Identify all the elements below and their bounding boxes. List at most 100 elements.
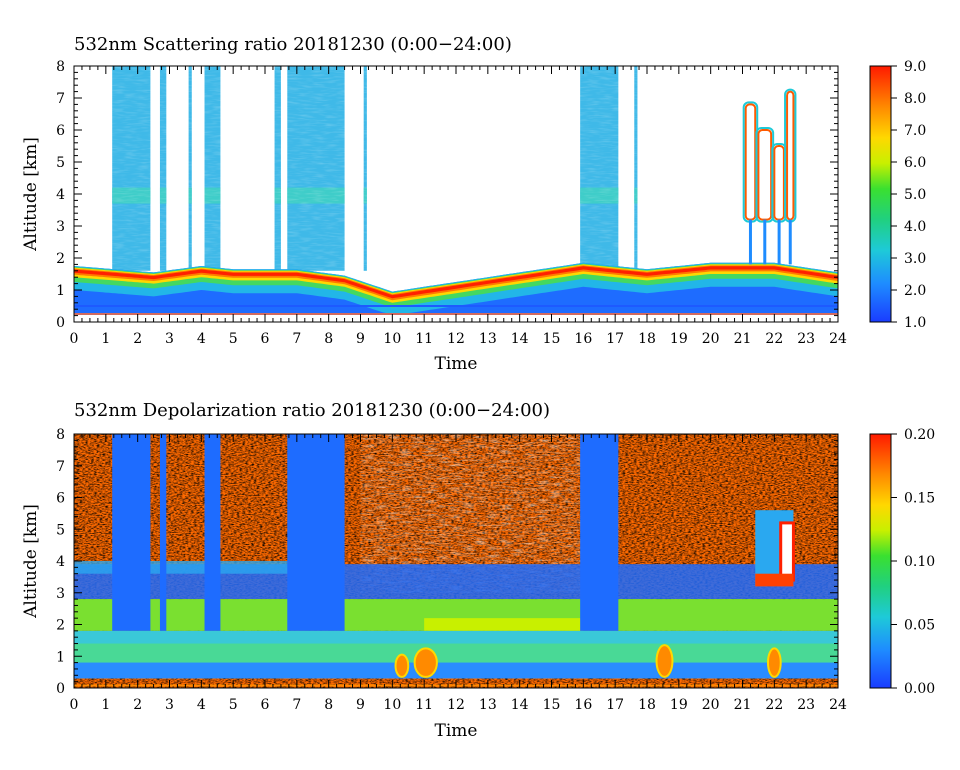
y-tick-label: 4 bbox=[56, 187, 65, 203]
x-tick-label: 15 bbox=[543, 331, 561, 347]
x-tick-label: 21 bbox=[734, 697, 752, 713]
colorbar-tick-label: 3.0 bbox=[904, 251, 926, 267]
colorbar-tick-label: 2.0 bbox=[904, 283, 926, 299]
x-tick-label: 1 bbox=[101, 697, 110, 713]
x-tick-label: 20 bbox=[702, 331, 720, 347]
x-tick-label: 23 bbox=[797, 697, 815, 713]
x-tick-label: 18 bbox=[638, 331, 656, 347]
colorbar-tick-label: 8.0 bbox=[904, 91, 926, 107]
x-tick-label: 17 bbox=[606, 697, 624, 713]
colorbar: 0.00 0.05 0.10 0.15 0.20 bbox=[869, 427, 935, 697]
y-tick-label: 4 bbox=[56, 554, 65, 570]
x-tick-label: 24 bbox=[829, 331, 847, 347]
high-depol-patch bbox=[413, 647, 438, 678]
y-tick-label: 7 bbox=[56, 459, 65, 475]
scattering-ratio-panel: 532nm Scattering ratio 20181230 (0:00−24… bbox=[21, 34, 926, 374]
x-tick-label: 12 bbox=[447, 697, 465, 713]
x-tick-label: 4 bbox=[197, 331, 206, 347]
y-tick-label: 0 bbox=[56, 681, 65, 697]
cloud-column-texture bbox=[287, 66, 345, 271]
colorbar-tick-label: 7.0 bbox=[904, 123, 926, 139]
cloud-column bbox=[287, 434, 345, 631]
y-tick-label: 8 bbox=[56, 59, 65, 75]
y-axis-label: Altitude [km] bbox=[21, 504, 41, 619]
x-tick-label: 15 bbox=[543, 697, 561, 713]
x-tick-label: 4 bbox=[197, 697, 206, 713]
x-axis-label: Time bbox=[435, 721, 478, 741]
cirrus-high-depol bbox=[755, 573, 794, 587]
y-tick-label: 3 bbox=[56, 219, 65, 235]
heatmap-area bbox=[74, 66, 838, 315]
colorbar-tick-label: 0.00 bbox=[904, 681, 935, 697]
boundary-layer-green bbox=[74, 643, 838, 663]
depolarization-ratio-panel: 532nm Depolarization ratio 20181230 (0:0… bbox=[21, 400, 935, 741]
x-tick-label: 3 bbox=[165, 697, 174, 713]
x-tick-label: 3 bbox=[165, 331, 174, 347]
x-tick-label: 6 bbox=[261, 331, 270, 347]
x-tick-label: 14 bbox=[511, 331, 529, 347]
x-tick-label: 23 bbox=[797, 331, 815, 347]
cloud-column-texture bbox=[274, 66, 281, 271]
y-tick-label: 6 bbox=[56, 123, 65, 139]
colorbar-tick-label: 6.0 bbox=[904, 155, 926, 171]
axes: 0 1 2 3 4 5 6 7 8 9 10 11 12 13 14 15 16 17 18 19 20 21 22 23 24… bbox=[56, 59, 847, 347]
cloud-column-texture bbox=[634, 66, 638, 271]
x-tick-label: 14 bbox=[511, 697, 529, 713]
x-tick-label: 2 bbox=[133, 697, 142, 713]
x-tick-label: 24 bbox=[829, 697, 847, 713]
x-tick-label: 11 bbox=[415, 697, 433, 713]
x-tick-label: 9 bbox=[356, 331, 365, 347]
colorbar-tick-label: 0.10 bbox=[904, 554, 935, 570]
cloud-column bbox=[204, 434, 221, 631]
colorbar: 1.0 2.0 3.0 4.0 5.0 6.0 7.0 8.0 9.0 bbox=[869, 59, 926, 331]
colorbar-tick-label: 0.20 bbox=[904, 427, 935, 443]
y-tick-label: 3 bbox=[56, 586, 65, 602]
x-tick-label: 19 bbox=[670, 697, 688, 713]
x-tick-label: 13 bbox=[479, 331, 497, 347]
y-tick-label: 0 bbox=[56, 315, 65, 331]
x-tick-label: 16 bbox=[574, 697, 592, 713]
cloud-column-texture bbox=[580, 66, 619, 271]
y-tick-label: 1 bbox=[56, 283, 65, 299]
x-tick-label: 11 bbox=[415, 331, 433, 347]
y-tick-label: 2 bbox=[56, 251, 65, 267]
high-depol-patch bbox=[655, 644, 674, 678]
x-tick-label: 22 bbox=[765, 697, 783, 713]
y-tick-label: 7 bbox=[56, 91, 65, 107]
x-tick-label: 13 bbox=[479, 697, 497, 713]
x-tick-label: 1 bbox=[101, 331, 110, 347]
x-tick-label: 18 bbox=[638, 697, 656, 713]
cloud-column-texture bbox=[112, 66, 151, 271]
x-tick-label: 0 bbox=[70, 331, 79, 347]
cloud-column bbox=[580, 434, 619, 631]
x-tick-label: 16 bbox=[574, 331, 592, 347]
colorbar-tick-label: 0.05 bbox=[904, 618, 935, 634]
x-axis-label: Time bbox=[435, 354, 478, 374]
colorbar-tick-label: 9.0 bbox=[904, 59, 926, 75]
cirrus-cell bbox=[773, 145, 785, 221]
x-tick-label: 8 bbox=[324, 697, 333, 713]
colorbar-tick-label: 1.0 bbox=[904, 315, 926, 331]
high-depol-patch bbox=[394, 653, 410, 678]
cirrus-cell bbox=[786, 90, 795, 221]
x-tick-label: 8 bbox=[324, 331, 333, 347]
x-tick-label: 5 bbox=[229, 331, 238, 347]
x-tick-label: 20 bbox=[702, 697, 720, 713]
chart-title: 532nm Depolarization ratio 20181230 (0:0… bbox=[74, 400, 550, 421]
cloud-column-texture bbox=[204, 66, 221, 271]
colorbar-tick-label: 0.15 bbox=[904, 491, 935, 507]
x-tick-label: 10 bbox=[383, 697, 401, 713]
x-tick-label: 6 bbox=[261, 697, 270, 713]
cirrus-cell bbox=[757, 129, 773, 221]
boundary-layer-low bbox=[74, 662, 838, 679]
y-axis-label: Altitude [km] bbox=[21, 137, 41, 252]
x-tick-label: 5 bbox=[229, 697, 238, 713]
y-tick-label: 5 bbox=[56, 155, 65, 171]
colorbar-tick-label: 4.0 bbox=[904, 219, 926, 235]
cloud-column-texture bbox=[363, 66, 367, 271]
x-tick-label: 22 bbox=[765, 331, 783, 347]
x-tick-label: 7 bbox=[292, 697, 301, 713]
cloud-column-texture bbox=[188, 66, 192, 271]
y-tick-label: 8 bbox=[56, 427, 65, 443]
